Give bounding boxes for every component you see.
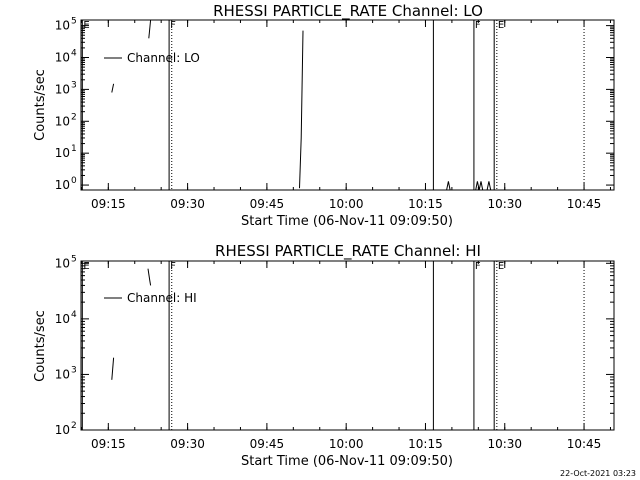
hi-x-tick-label-0: 09:15 (91, 437, 126, 451)
lo-title: RHESSI PARTICLE_RATE Channel: LO (213, 2, 483, 21)
lo-x-tick-label-6: 10:45 (567, 197, 602, 211)
hi-panel: RHESSI PARTICLE_RATE Channel: HI Counts/… (33, 242, 615, 469)
lo-y-tick-exponent-1: 1 (71, 144, 77, 154)
lo-x-axis-label: Start Time (06-Nov-11 09:09:50) (241, 214, 453, 229)
hi-x-tick-label-3: 10:00 (329, 437, 364, 451)
hi-y-tick-label-3: 10 (55, 256, 70, 270)
lo-marker-flag-0: E (83, 20, 89, 31)
lo-x-tick-label-0: 09:15 (91, 197, 126, 211)
lo-marker-flag-4: F (475, 20, 481, 31)
lo-plot-frame (80, 19, 615, 191)
lo-y-tick-exponent-3: 3 (71, 80, 77, 90)
lo-y-tick-exponent-0: 0 (71, 176, 77, 186)
lo-y-tick-label-5: 10 (55, 19, 70, 33)
lo-y-tick-label-3: 10 (55, 82, 70, 96)
lo-series-0-segment-3 (446, 181, 451, 191)
hi-series-0-segment-0 (111, 357, 115, 380)
lo-x-tick-label-1: 09:30 (170, 197, 205, 211)
lo-y-tick-exponent-2: 2 (71, 112, 77, 122)
lo-series-0-segment-0 (111, 83, 115, 93)
hi-y-axis-label: Counts/sec (33, 310, 48, 382)
hi-marker-flag-1: F (170, 261, 176, 272)
hi-x-tick-label-5: 10:30 (487, 437, 522, 451)
lo-series-0-segment-1 (148, 19, 152, 39)
lo-series-0-segment-4 (475, 181, 484, 191)
hi-marker-flag-0: E (83, 261, 89, 272)
hi-x-tick-label-1: 09:30 (170, 437, 205, 451)
hi-legend-label: Channel: HI (127, 291, 197, 305)
hi-x-axis-label: Start Time (06-Nov-11 09:09:50) (241, 454, 453, 469)
hi-y-tick-label-0: 10 (55, 423, 70, 437)
lo-series-0-segment-5 (486, 181, 492, 191)
hi-x-tick-label-4: 10:15 (408, 437, 443, 451)
lo-panel: RHESSI PARTICLE_RATE Channel: LO Counts/… (33, 2, 615, 229)
lo-y-tick-label-1: 10 (55, 146, 70, 160)
lo-y-axis-label: Counts/sec (33, 69, 48, 141)
hi-x-tick-label-6: 10:45 (567, 437, 602, 451)
hi-marker-flag-4: F (475, 261, 481, 272)
hi-title: RHESSI PARTICLE_RATE Channel: HI (215, 242, 481, 261)
hi-marker-flag-6: E (498, 261, 504, 272)
hi-y-tick-label-2: 10 (55, 312, 70, 326)
lo-marker-flag-6: E (498, 20, 504, 31)
hi-y-tick-label-1: 10 (55, 367, 70, 381)
lo-x-tick-label-5: 10:30 (487, 197, 522, 211)
lo-x-tick-label-4: 10:15 (408, 197, 443, 211)
lo-y-tick-label-4: 10 (55, 51, 70, 65)
hi-y-tick-exponent-2: 4 (71, 310, 77, 320)
lo-x-ticks: 09:15 09:30 09:45 10:00 10:15 10:30 10:45 (81, 20, 611, 211)
hi-series-0-segment-1 (147, 268, 152, 286)
hi-y-tick-exponent-0: 2 (71, 421, 77, 431)
hi-x-tick-label-2: 09:45 (250, 437, 285, 451)
hi-plot-frame (80, 260, 615, 431)
lo-series-lines (111, 19, 492, 191)
footer-date: 22-Oct-2021 03:23 (560, 469, 636, 478)
hi-series-lines (111, 268, 152, 380)
lo-y-tick-label-2: 10 (55, 114, 70, 128)
lo-y-tick-label-0: 10 (55, 178, 70, 192)
lo-series-0-segment-2 (299, 30, 304, 189)
lo-y-tick-exponent-5: 5 (71, 17, 77, 27)
hi-x-ticks: 09:15 09:30 09:45 10:00 10:15 10:30 10:45 (81, 261, 611, 451)
hi-y-tick-exponent-1: 3 (71, 365, 77, 375)
hi-y-tick-exponent-3: 5 (71, 254, 77, 264)
lo-y-tick-exponent-4: 4 (71, 49, 77, 59)
lo-marker-flag-1: F (170, 20, 176, 31)
lo-x-tick-label-2: 09:45 (250, 197, 285, 211)
lo-x-tick-label-3: 10:00 (329, 197, 364, 211)
lo-legend-label: Channel: LO (127, 51, 200, 65)
